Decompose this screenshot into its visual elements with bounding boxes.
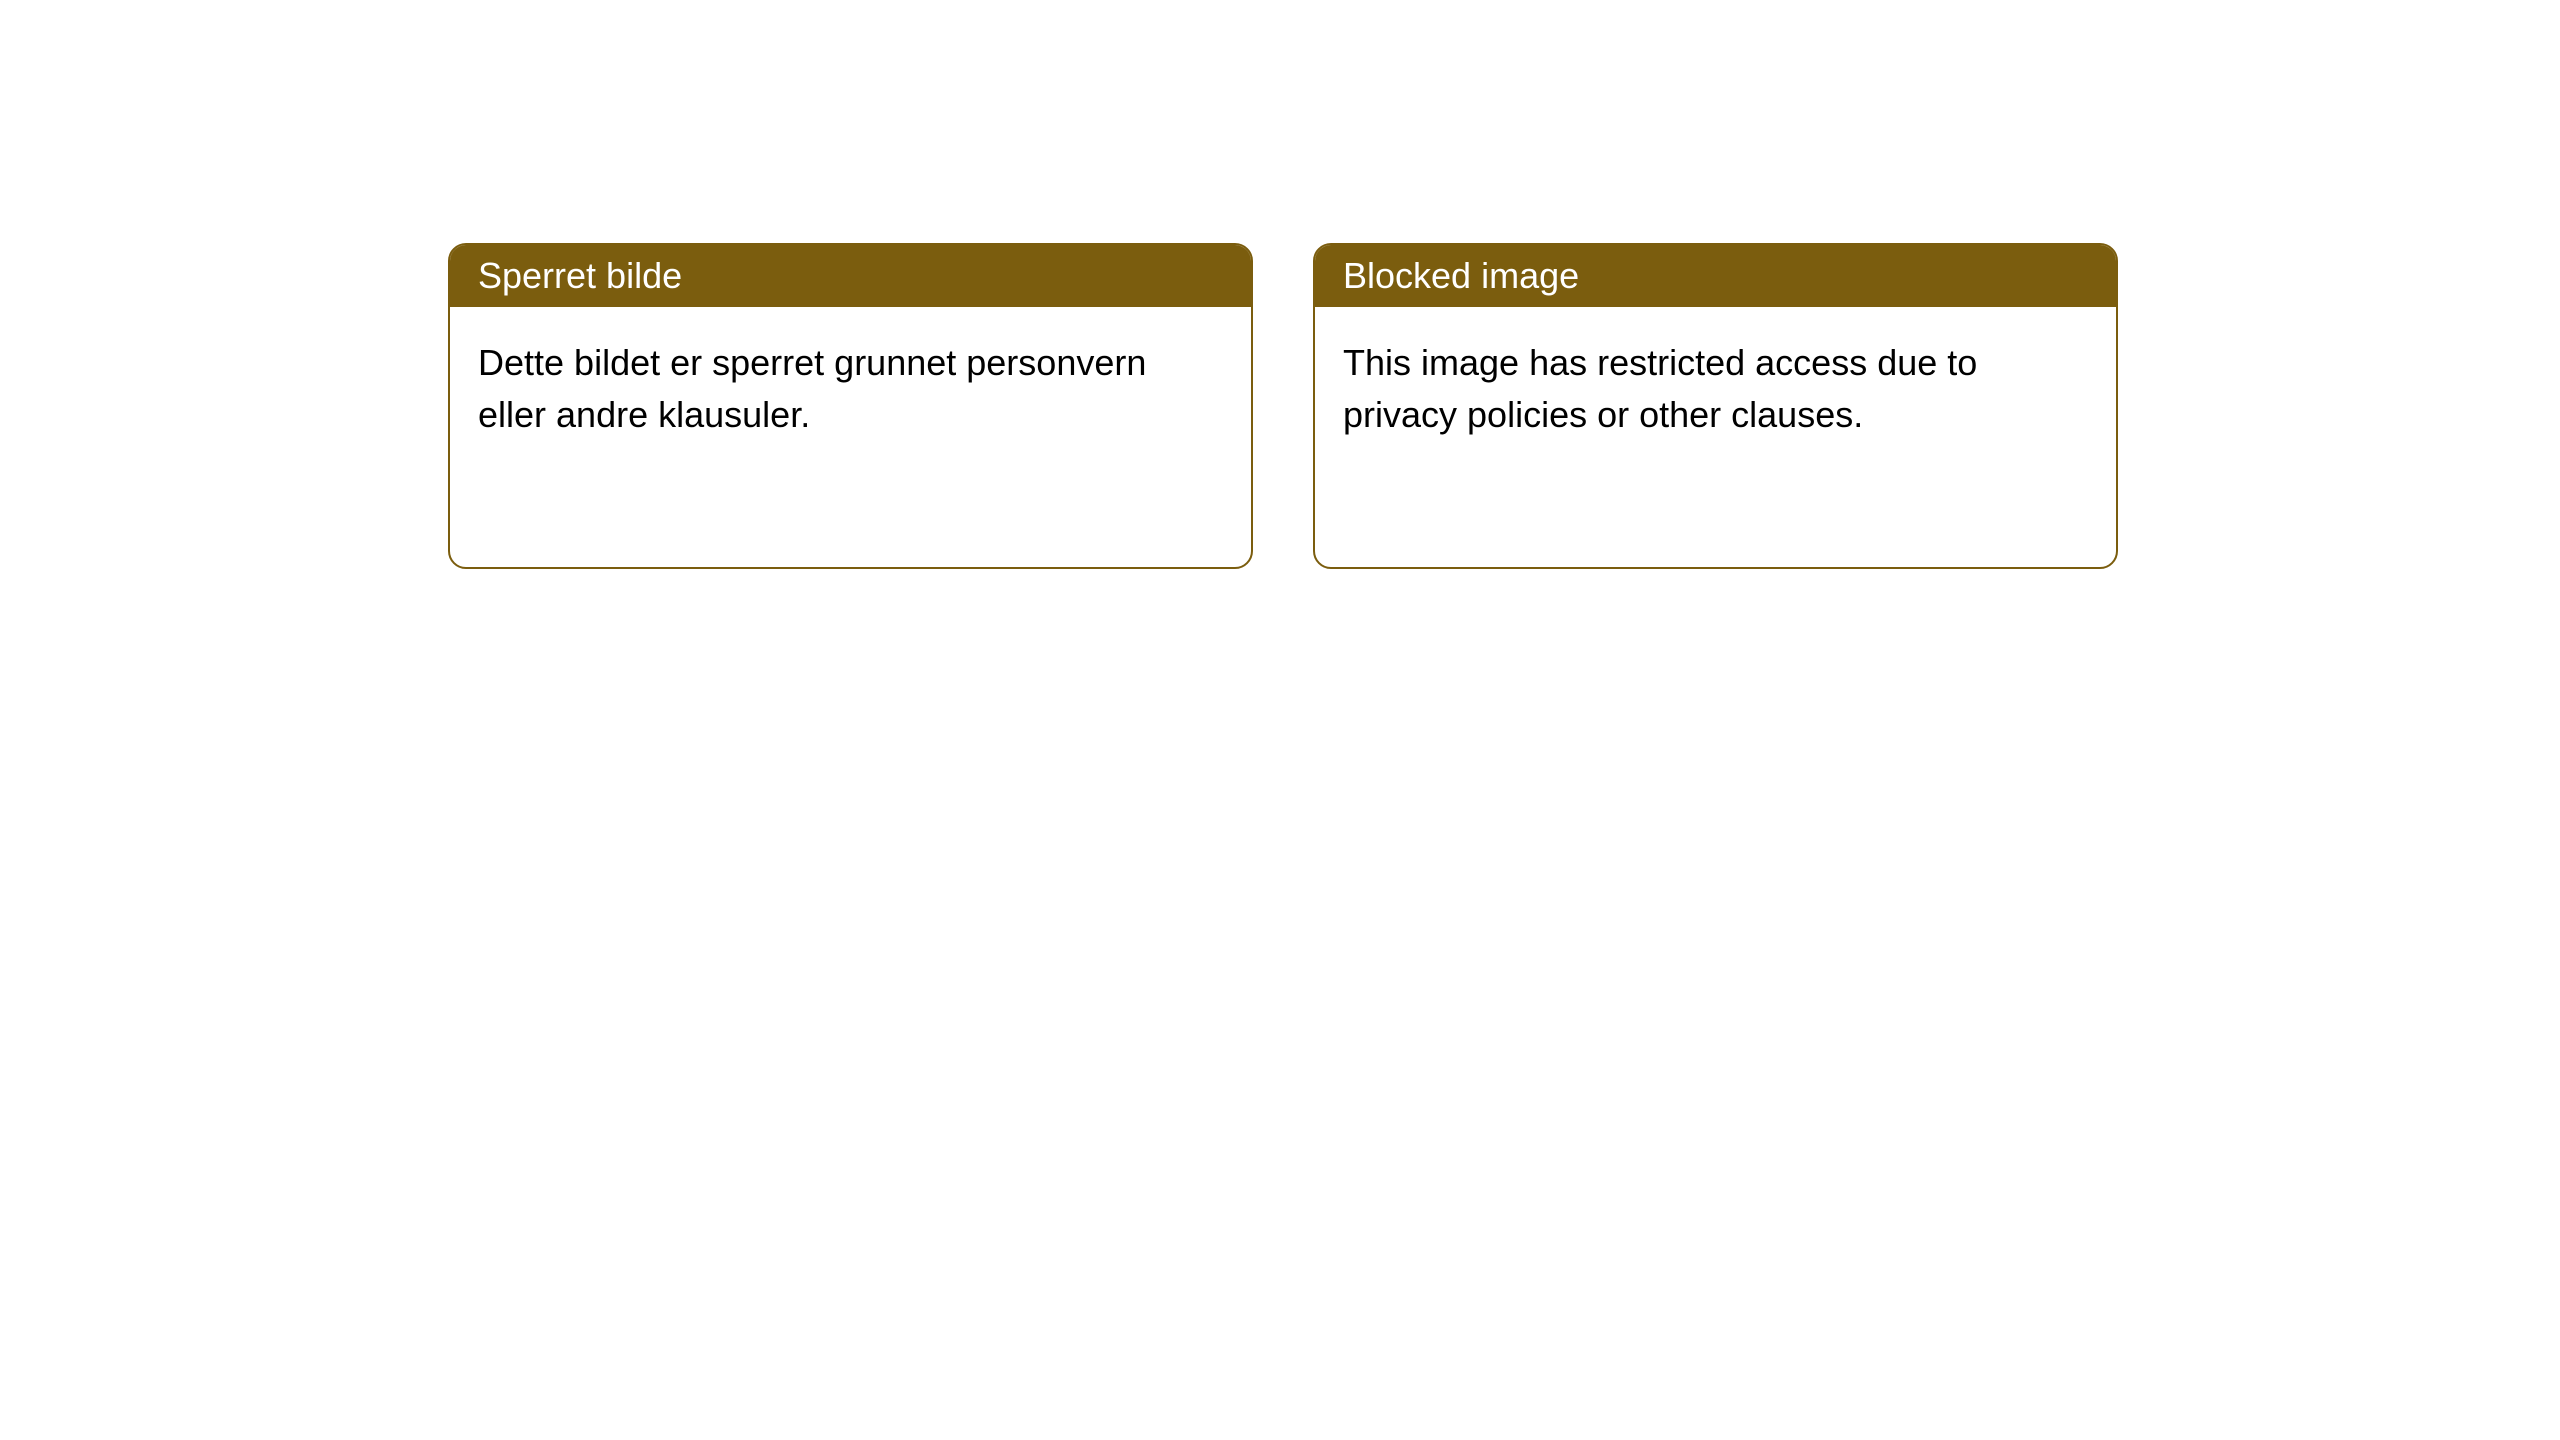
notice-card-english: Blocked image This image has restricted … (1313, 243, 2118, 569)
notice-card-header: Blocked image (1315, 245, 2116, 307)
notice-card-title: Blocked image (1343, 255, 1579, 296)
notice-card-text: Dette bildet er sperret grunnet personve… (478, 337, 1223, 441)
notice-card-norwegian: Sperret bilde Dette bildet er sperret gr… (448, 243, 1253, 569)
notice-card-text: This image has restricted access due to … (1343, 337, 2088, 441)
notice-cards-container: Sperret bilde Dette bildet er sperret gr… (0, 0, 2560, 569)
notice-card-body: Dette bildet er sperret grunnet personve… (450, 307, 1251, 567)
notice-card-title: Sperret bilde (478, 255, 682, 296)
notice-card-header: Sperret bilde (450, 245, 1251, 307)
notice-card-body: This image has restricted access due to … (1315, 307, 2116, 567)
